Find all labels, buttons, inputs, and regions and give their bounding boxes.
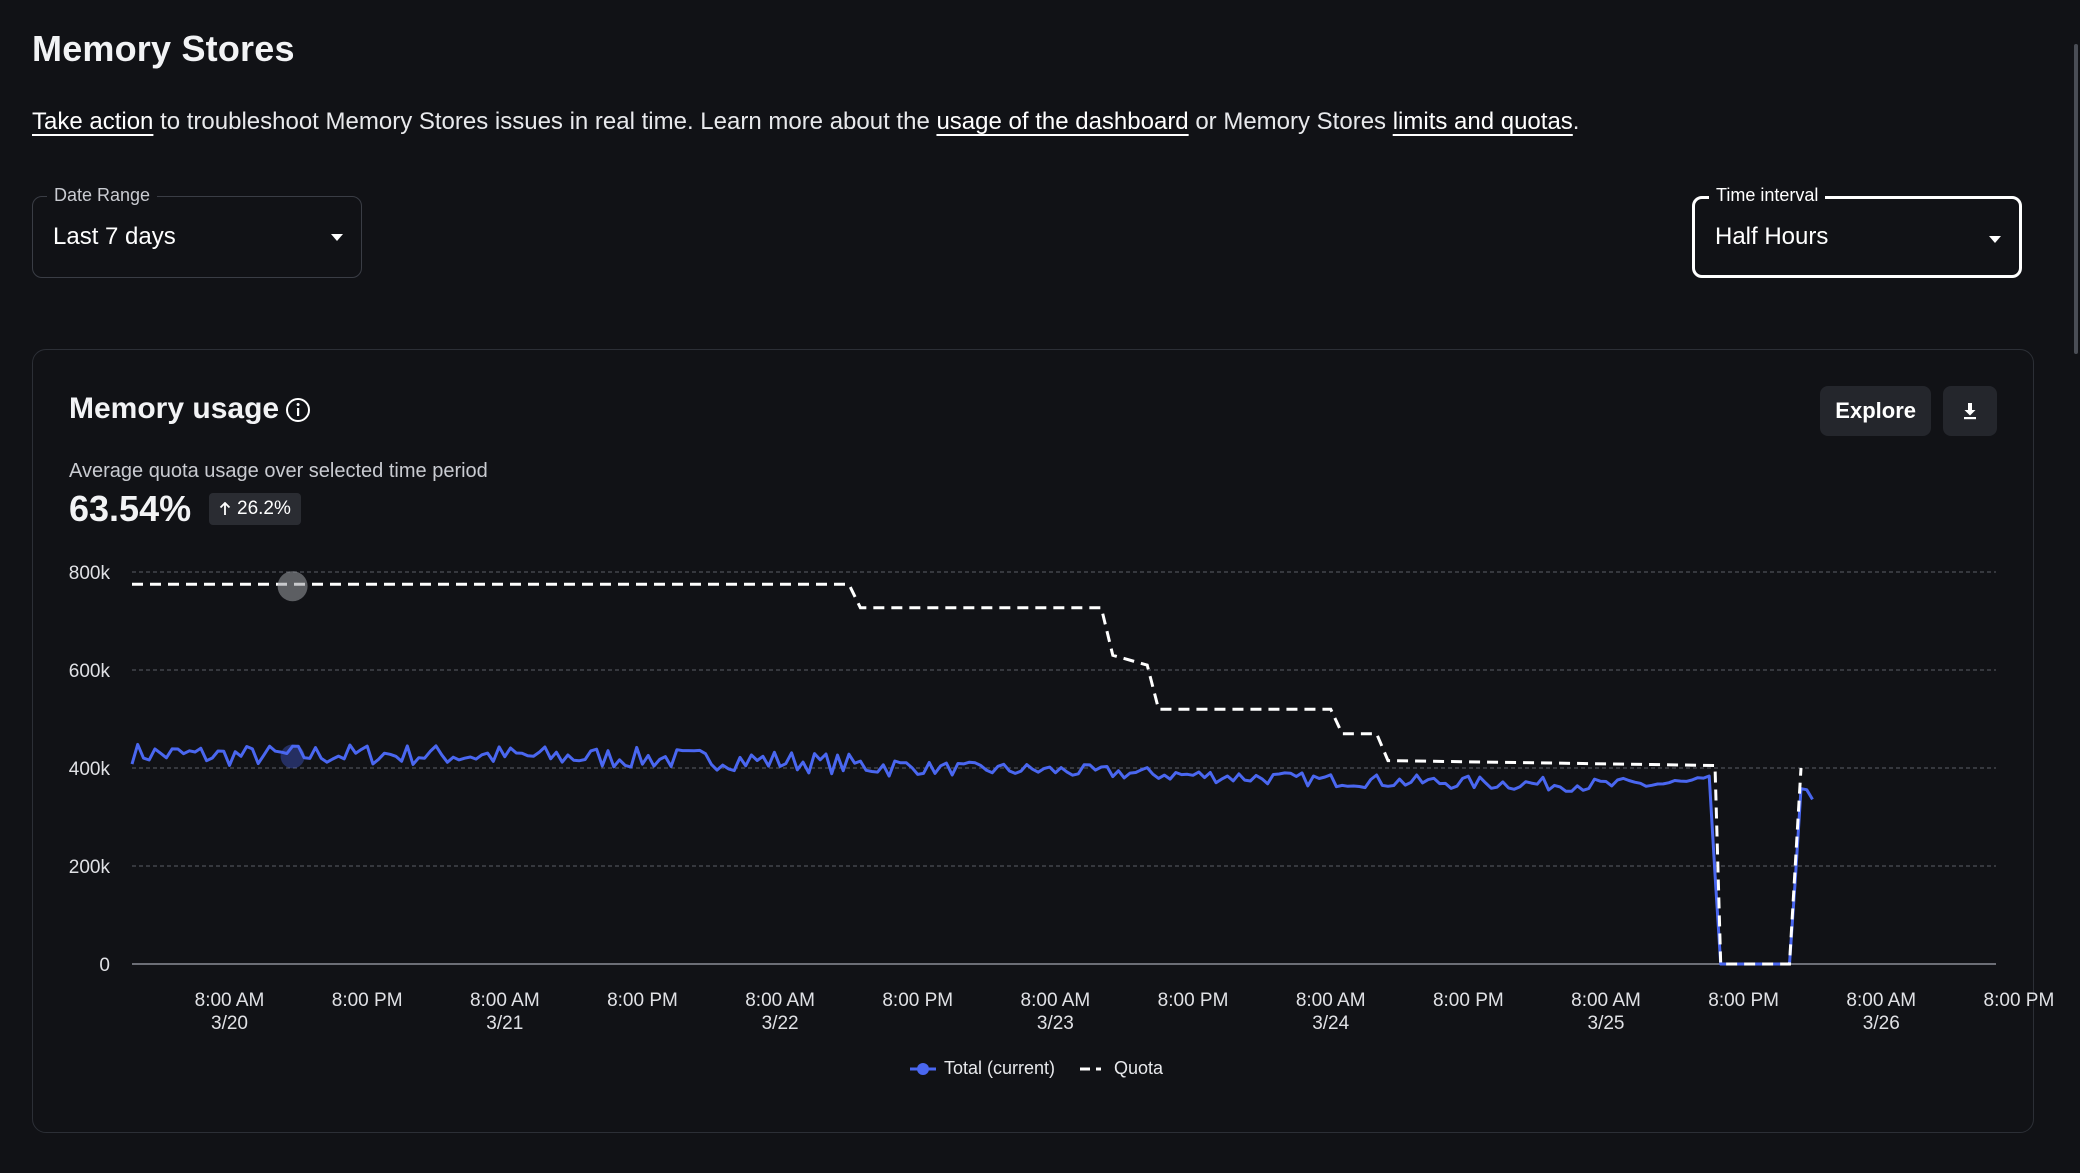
x-tick-date-label: 3/24: [1312, 1013, 1349, 1034]
description-text-2: or Memory Stores: [1188, 108, 1393, 135]
memory-usage-card: Memory usage Explore Average quota usage…: [32, 349, 2034, 1133]
x-tick-label: 8:00 AM: [1296, 990, 1366, 1011]
x-tick-label: 8:00 AM: [745, 990, 815, 1011]
x-tick-date-label: 3/20: [211, 1013, 248, 1034]
x-tick-date-label: 3/23: [1037, 1013, 1074, 1034]
y-tick-label: 0: [99, 955, 110, 976]
page-description: Take action to troubleshoot Memory Store…: [32, 108, 1579, 136]
limits-quotas-link[interactable]: limits and quotas: [1392, 108, 1573, 135]
x-tick-date-label: 3/25: [1588, 1013, 1625, 1034]
y-tick-label: 800k: [69, 563, 111, 584]
legend-item-quota[interactable]: Quota: [1080, 1058, 1163, 1079]
card-subtitle: Average quota usage over selected time p…: [69, 460, 488, 482]
page-title: Memory Stores: [32, 28, 295, 69]
hover-marker-total: [280, 744, 305, 769]
x-tick-label: 8:00 PM: [607, 990, 678, 1011]
page-scrollbar[interactable]: [2068, 0, 2080, 1173]
download-button[interactable]: [1943, 386, 1997, 436]
chart-legend: Total (current) Quota: [0, 1058, 2080, 1088]
x-tick-label: 8:00 PM: [1984, 990, 2055, 1011]
usage-metric: 63.54%: [69, 488, 192, 529]
hover-marker: [277, 571, 308, 602]
x-tick-date-label: 3/22: [762, 1013, 799, 1034]
take-action-link[interactable]: Take action: [32, 108, 154, 135]
y-tick-label: 400k: [69, 759, 111, 780]
download-icon: [1964, 403, 1976, 420]
date-range-select[interactable]: Date Range Last 7 days: [32, 185, 362, 278]
time-interval-label: Time interval: [1709, 185, 1826, 206]
x-tick-label: 8:00 AM: [470, 990, 540, 1011]
x-tick-label: 8:00 PM: [1158, 990, 1229, 1011]
date-range-value: Last 7 days: [53, 223, 176, 250]
x-tick-label: 8:00 AM: [1021, 990, 1091, 1011]
x-tick-date-label: 3/26: [1863, 1013, 1900, 1034]
x-tick-label: 8:00 PM: [1433, 990, 1504, 1011]
y-tick-label: 600k: [69, 661, 111, 682]
y-tick-label: 200k: [69, 857, 111, 878]
delta-badge: 26.2%: [209, 493, 301, 525]
legend-swatch-total: [910, 1062, 936, 1075]
x-tick-label: 8:00 AM: [1571, 990, 1641, 1011]
series-line-quota: [132, 582, 1803, 966]
legend-item-total[interactable]: Total (current): [910, 1058, 1055, 1079]
description-text-1: to troubleshoot Memory Stores issues in …: [153, 108, 937, 135]
x-tick-label: 8:00 PM: [332, 990, 403, 1011]
delta-value: 26.2%: [237, 498, 291, 519]
time-interval-value: Half Hours: [1715, 223, 1829, 250]
x-tick-date-label: 3/21: [486, 1013, 523, 1034]
x-tick-label: 8:00 PM: [882, 990, 953, 1011]
explore-button[interactable]: Explore: [1820, 386, 1931, 436]
card-title: Memory usage: [69, 392, 280, 425]
legend-swatch-quota: [1080, 1067, 1101, 1070]
x-tick-label: 8:00 AM: [1846, 990, 1916, 1011]
arrow-up-icon: [219, 502, 231, 515]
time-interval-select[interactable]: Time interval Half Hours: [1692, 185, 2022, 278]
usage-dashboard-link[interactable]: usage of the dashboard: [936, 108, 1189, 135]
chevron-down-icon: [1989, 236, 2001, 243]
legend-label-quota: Quota: [1114, 1058, 1164, 1078]
series-line-total: [130, 742, 1814, 966]
description-text-3: .: [1572, 108, 1580, 135]
date-range-label: Date Range: [47, 185, 158, 206]
x-tick-label: 8:00 AM: [195, 990, 265, 1011]
chevron-down-icon: [331, 234, 343, 241]
x-tick-label: 8:00 PM: [1708, 990, 1779, 1011]
scrollbar-thumb[interactable]: [2074, 44, 2078, 354]
info-icon[interactable]: [285, 397, 311, 423]
legend-label-total: Total (current): [944, 1058, 1056, 1078]
